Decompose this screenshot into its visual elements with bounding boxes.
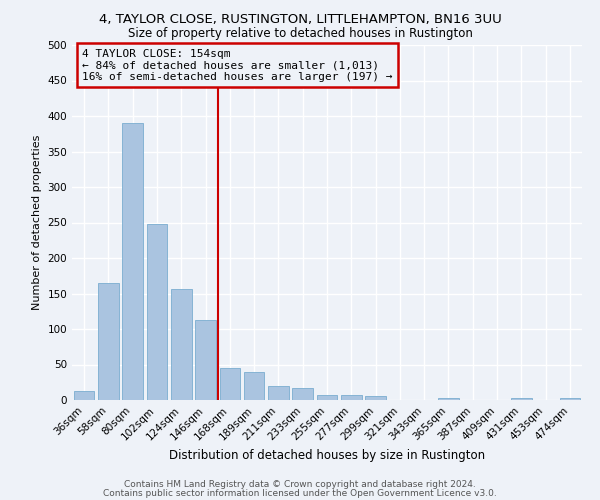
- Bar: [268, 386, 289, 400]
- Bar: [244, 372, 265, 400]
- Bar: [341, 395, 362, 400]
- Text: 4 TAYLOR CLOSE: 154sqm
← 84% of detached houses are smaller (1,013)
16% of semi-: 4 TAYLOR CLOSE: 154sqm ← 84% of detached…: [82, 48, 392, 82]
- Text: Contains HM Land Registry data © Crown copyright and database right 2024.: Contains HM Land Registry data © Crown c…: [124, 480, 476, 489]
- Text: 4, TAYLOR CLOSE, RUSTINGTON, LITTLEHAMPTON, BN16 3UU: 4, TAYLOR CLOSE, RUSTINGTON, LITTLEHAMPT…: [98, 12, 502, 26]
- Bar: [220, 368, 240, 400]
- Text: Size of property relative to detached houses in Rustington: Size of property relative to detached ho…: [128, 28, 472, 40]
- Bar: [98, 283, 119, 400]
- Bar: [317, 395, 337, 400]
- Bar: [365, 396, 386, 400]
- Bar: [511, 398, 532, 400]
- X-axis label: Distribution of detached houses by size in Rustington: Distribution of detached houses by size …: [169, 448, 485, 462]
- Bar: [292, 388, 313, 400]
- Bar: [74, 391, 94, 400]
- Bar: [171, 288, 191, 400]
- Bar: [438, 398, 459, 400]
- Bar: [195, 320, 216, 400]
- Bar: [560, 398, 580, 400]
- Bar: [122, 123, 143, 400]
- Y-axis label: Number of detached properties: Number of detached properties: [32, 135, 42, 310]
- Bar: [146, 224, 167, 400]
- Text: Contains public sector information licensed under the Open Government Licence v3: Contains public sector information licen…: [103, 488, 497, 498]
